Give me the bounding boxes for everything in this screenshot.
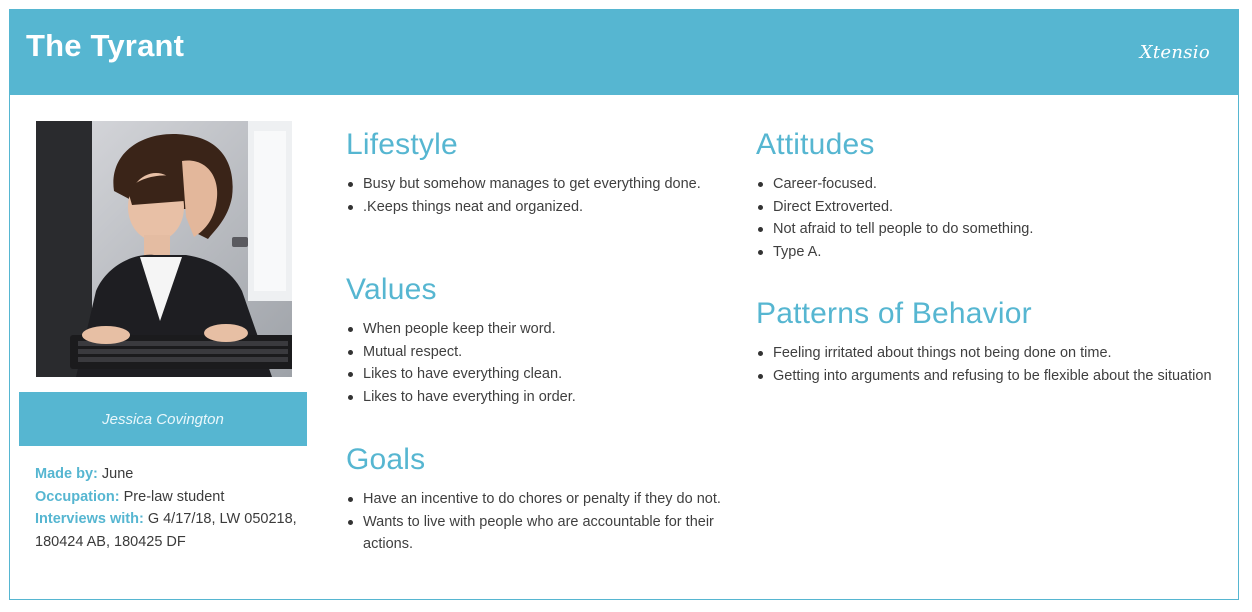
lifestyle-section: Lifestyle Busy but somehow manages to ge… <box>346 130 726 218</box>
list-item: Career-focused. <box>756 173 1216 196</box>
list-item: Busy but somehow manages to get everythi… <box>346 173 726 196</box>
brand-logo: Xtensio <box>1139 42 1210 63</box>
made-by-row: Made by: June <box>35 463 305 486</box>
list-item: Getting into arguments and refusing to b… <box>756 365 1216 388</box>
list-item: Wants to live with people who are accoun… <box>346 511 726 556</box>
occupation-value: Pre-law student <box>123 488 225 505</box>
attitudes-section: Attitudes Career-focused. Direct Extrove… <box>756 130 1216 263</box>
header-bar: The Tyrant Xtensio <box>10 10 1238 95</box>
list-item: Feeling irritated about things not being… <box>756 342 1216 365</box>
list-item: Direct Extroverted. <box>756 196 1216 219</box>
values-list: When people keep their word. Mutual resp… <box>346 318 726 408</box>
list-item: Type A. <box>756 241 1216 264</box>
patterns-heading: Patterns of Behavior <box>756 297 1032 330</box>
occupation-label: Occupation: <box>35 488 120 505</box>
interviews-label: Interviews with: <box>35 511 144 527</box>
persona-photo <box>36 121 292 377</box>
values-heading: Values <box>346 273 437 306</box>
patterns-list: Feeling irritated about things not being… <box>756 342 1216 387</box>
list-item: Likes to have everything clean. <box>346 363 726 386</box>
persona-name-band: Jessica Covington <box>19 392 307 446</box>
lifestyle-heading: Lifestyle <box>346 128 458 161</box>
list-item: .Keeps things neat and organized. <box>346 196 726 219</box>
goals-heading: Goals <box>346 443 426 476</box>
goals-list: Have an incentive to do chores or penalt… <box>346 488 726 556</box>
attitudes-list: Career-focused. Direct Extroverted. Not … <box>756 173 1216 263</box>
interviews-value: G 4/17/18, LW 050218, 180424 AB, 180425 … <box>35 511 297 550</box>
made-by-value: June <box>101 466 134 482</box>
list-item: Not afraid to tell people to do somethin… <box>756 218 1216 241</box>
interviews-row: Interviews with: G 4/17/18, LW 050218, 1… <box>35 508 305 553</box>
list-item: When people keep their word. <box>346 318 726 341</box>
list-item: Likes to have everything in order. <box>346 386 726 409</box>
page-title: The Tyrant <box>26 28 185 63</box>
persona-meta: Made by: June Occupation: Pre-law studen… <box>35 463 305 553</box>
values-section: Values When people keep their word. Mutu… <box>346 275 726 408</box>
attitudes-heading: Attitudes <box>756 128 875 161</box>
list-item: Mutual respect. <box>346 341 726 364</box>
persona-name: Jessica Covington <box>102 410 224 428</box>
occupation-row: Occupation: Pre-law student <box>35 486 305 509</box>
patterns-section: Patterns of Behavior Feeling irritated a… <box>756 299 1216 387</box>
lifestyle-list: Busy but somehow manages to get everythi… <box>346 173 726 218</box>
made-by-label: Made by: <box>35 466 98 482</box>
persona-photo-illustration <box>36 121 292 377</box>
persona-card: The Tyrant Xtensio <box>9 9 1239 600</box>
goals-section: Goals Have an incentive to do chores or … <box>346 445 726 556</box>
list-item: Have an incentive to do chores or penalt… <box>346 488 726 511</box>
